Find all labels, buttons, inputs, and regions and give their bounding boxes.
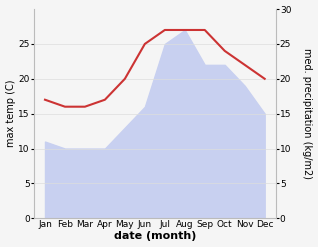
X-axis label: date (month): date (month) bbox=[114, 231, 196, 242]
Y-axis label: med. precipitation (kg/m2): med. precipitation (kg/m2) bbox=[302, 48, 313, 179]
Y-axis label: max temp (C): max temp (C) bbox=[5, 80, 16, 147]
